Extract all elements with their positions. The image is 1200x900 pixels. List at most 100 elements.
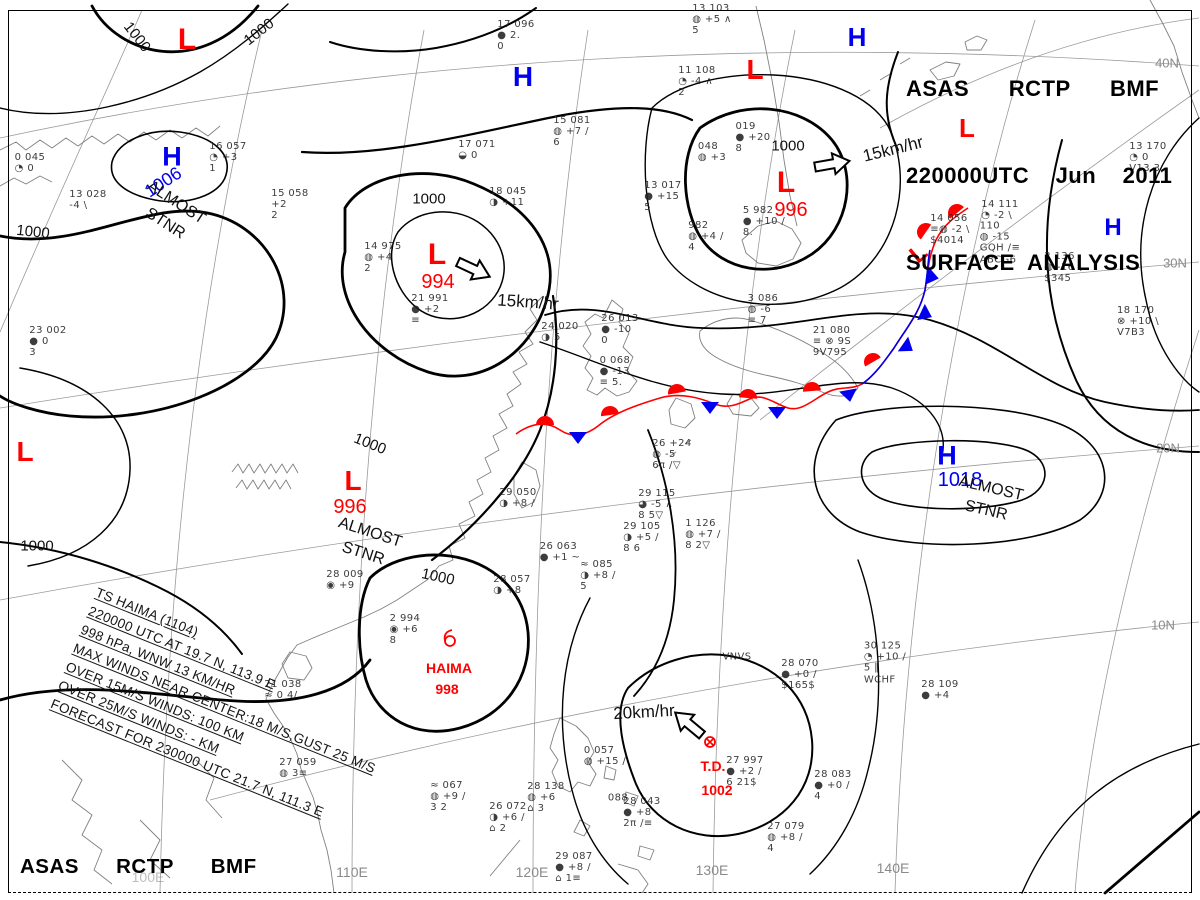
warm-front-symbol bbox=[803, 382, 821, 392]
station-plot: 019 ● +20 8 bbox=[735, 121, 771, 155]
station-plot: 21 038 ≈ 0 4/ bbox=[264, 678, 302, 701]
station-plot: 28 083 ● +0 /4 bbox=[814, 769, 852, 803]
tropical-storm-icon bbox=[443, 629, 456, 647]
station-plot: ≈ 067 ◍ +9 /3 2 bbox=[430, 780, 466, 814]
station-plot: 15 081 ◍ +7 /6 bbox=[553, 115, 591, 149]
title-line: ASAS RCTP BMF bbox=[906, 76, 1160, 101]
pressure-center-letter: L bbox=[427, 238, 447, 271]
station-plot: 27 079 ◍ +8 /4 bbox=[767, 821, 805, 855]
station-plot: 982 ◍ +4 /4 bbox=[688, 220, 724, 254]
meridian-90e bbox=[0, 9, 143, 333]
map-label: 1000 bbox=[15, 221, 51, 243]
isobar-h1006 bbox=[110, 130, 228, 203]
meridian-110e bbox=[351, 29, 425, 894]
coast-mindanao bbox=[617, 863, 649, 894]
map-label: 1002 bbox=[701, 782, 733, 798]
isobar-l-left bbox=[19, 367, 131, 567]
station-plot: 1 126 ◍ +7 /8 2▽ bbox=[685, 518, 721, 552]
coast-sakhalin bbox=[755, 5, 798, 227]
isobar bbox=[561, 597, 629, 885]
parallel-30n bbox=[0, 261, 1200, 409]
title-line: ASAS RCTP BMF bbox=[20, 855, 257, 878]
map-label: 1000 bbox=[771, 137, 805, 155]
isobar bbox=[0, 209, 286, 419]
isobar-h1018-inner bbox=[860, 439, 1046, 510]
meridian-120e bbox=[532, 29, 589, 894]
isobar bbox=[1140, 117, 1200, 393]
isobar bbox=[544, 308, 1200, 412]
coast-delta-scribble bbox=[231, 463, 299, 490]
isobar-td bbox=[619, 653, 814, 838]
map-label: 140E bbox=[876, 860, 910, 876]
station-plot: 13 170 ◔ 0 V13 3 bbox=[1129, 141, 1167, 175]
station-plot: 26 +24 ◍ -5 6π /▽ bbox=[652, 438, 692, 472]
movement-arrow-icon bbox=[813, 151, 852, 177]
station-plot: 26 072 ◑ +6 /⌂ 2 bbox=[489, 801, 527, 835]
cold-front-symbol bbox=[917, 303, 932, 321]
coast-kyushu bbox=[668, 397, 696, 429]
station-plot: 30 125 ◔ +10 /5 ∥ WCHF bbox=[863, 640, 907, 686]
movement-arrow-icon bbox=[454, 256, 492, 281]
coast-kurils bbox=[859, 57, 911, 97]
isobar bbox=[329, 7, 537, 53]
station-plot: 28 009 ◉ +9 bbox=[326, 568, 364, 591]
pressure-center-letter: L bbox=[16, 436, 34, 467]
warm-front-symbol bbox=[948, 204, 964, 219]
coast-island bbox=[623, 791, 639, 807]
title-block-bottom-left: ASAS RCTP BMF 220000UTC Jun 2011 SURFACE… bbox=[20, 797, 269, 900]
pressure-center-letter: L bbox=[746, 54, 764, 85]
station-plot: 14 975 ◍ +4 2 bbox=[364, 241, 402, 275]
map-label: T.D. bbox=[700, 758, 726, 774]
map-label: 15km/hr bbox=[496, 290, 560, 314]
warm-front-symbol bbox=[668, 384, 686, 395]
coast-korea bbox=[582, 299, 638, 397]
station-plot: 13 103 ◍ +5 ∧ 5 bbox=[692, 3, 732, 37]
graticule-diagonal bbox=[759, 89, 1200, 421]
pressure-center-letter: L bbox=[177, 23, 197, 56]
cold-front-symbol bbox=[569, 432, 587, 444]
coast-luzon bbox=[549, 717, 597, 793]
station-plot: 26 013 ● -10 0 bbox=[601, 313, 639, 347]
station-plot: 17 096 ● 2. 0 bbox=[497, 19, 535, 53]
map-label: 994 bbox=[421, 271, 455, 293]
coast-siberia bbox=[0, 125, 221, 151]
station-plot: 088 bbox=[607, 792, 629, 804]
station-plot: 15 058 +2 2 bbox=[271, 188, 309, 222]
parallel-50n bbox=[879, 17, 1200, 129]
map-label: 1000 bbox=[412, 190, 446, 208]
meridian-150e bbox=[1074, 329, 1200, 894]
station-plot: 28 043 ● +8 2π /≡ bbox=[623, 796, 661, 830]
movement-arrow-icon bbox=[673, 711, 707, 740]
station-plot: 14 111 ◔ -2 \ bbox=[981, 198, 1019, 221]
pressure-center-letter: H bbox=[162, 141, 182, 172]
station-plot: 13 028 -4 \ bbox=[69, 188, 107, 211]
coast-hainan bbox=[281, 651, 313, 681]
isobar bbox=[90, 4, 260, 54]
coast-indochina bbox=[61, 759, 223, 885]
isobar bbox=[809, 559, 880, 875]
map-label: HAIMA bbox=[426, 660, 472, 676]
coast-island bbox=[964, 35, 988, 51]
station-plot: 2 994 ◉ +6 8 bbox=[389, 613, 421, 647]
warm-front-symbol bbox=[739, 389, 757, 399]
station-plot: 110 ◍ -15 GQH /≡ ABCG6 bbox=[979, 220, 1021, 266]
map-label: 10N bbox=[1151, 617, 1175, 633]
warm-front-symbol bbox=[536, 416, 554, 425]
pressure-center-letter: H bbox=[512, 61, 534, 92]
cold-front-symbol bbox=[839, 388, 857, 402]
isobar-l996-top bbox=[684, 107, 849, 271]
station-plot: 048 ◍ +3 bbox=[697, 140, 727, 163]
isobar bbox=[1045, 139, 1200, 453]
isobar bbox=[0, 658, 372, 703]
pressure-center-letter: H bbox=[847, 22, 867, 52]
title-block-top-right: ASAS RCTP BMF 220000UTC Jun 2011 SURFACE… bbox=[906, 16, 1172, 335]
coast-kamchatka bbox=[1149, 0, 1200, 119]
isobar bbox=[885, 51, 899, 151]
station-plot: VNVS bbox=[722, 651, 752, 663]
isobar-l994-inner bbox=[390, 211, 505, 320]
map-label: 20N bbox=[1156, 440, 1180, 456]
station-plot: 18 045 ◑ +11 bbox=[489, 185, 527, 208]
pressure-center-letter: H bbox=[1104, 214, 1122, 241]
station-plot: 21 991 ● +2 ≡ bbox=[411, 293, 449, 327]
